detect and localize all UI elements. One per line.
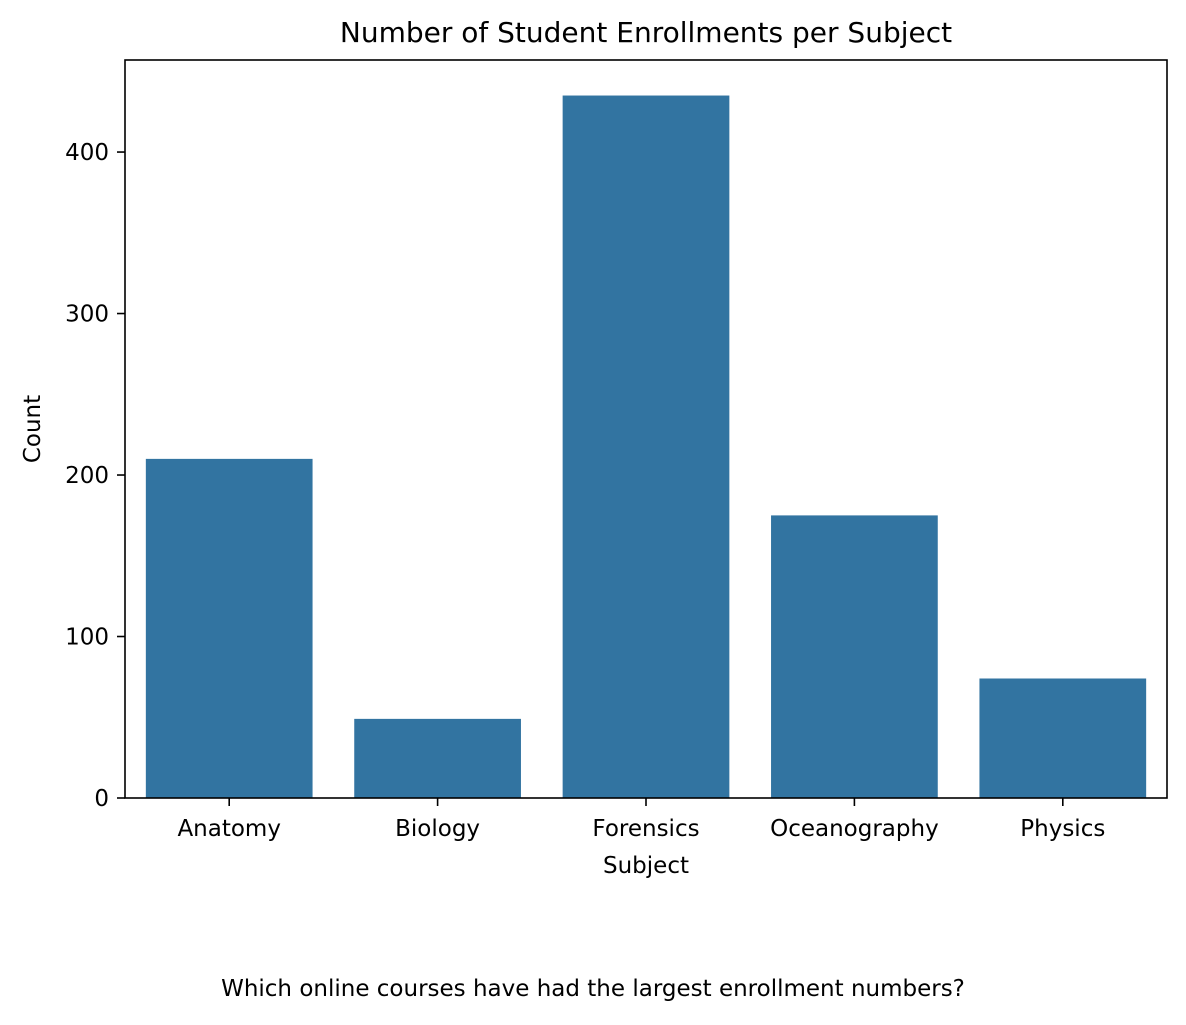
x-tick-label: Anatomy (177, 816, 281, 842)
bar-chart: Number of Student Enrollments per Subjec… (20, 16, 1168, 879)
y-tick-label: 300 (65, 302, 109, 328)
bar-anatomy (145, 458, 313, 798)
x-tick-label: Biology (395, 816, 480, 842)
x-tick-label: Physics (1020, 816, 1105, 842)
bar-physics (979, 678, 1147, 798)
x-axis-label: Subject (603, 853, 689, 879)
x-tick-label: Forensics (592, 816, 699, 842)
y-axis-ticks: 0 100 200 300 400 (65, 140, 125, 812)
y-tick-label: 200 (65, 463, 109, 489)
x-axis-ticks: Anatomy Biology Forensics Oceanography Physi… (177, 798, 1105, 842)
bars-group (145, 95, 1147, 799)
y-axis-label: Count (20, 395, 46, 463)
bar-forensics (562, 95, 730, 799)
x-tick-label: Oceanography (770, 816, 939, 842)
y-tick-label: 0 (94, 786, 109, 812)
y-tick-label: 100 (65, 625, 109, 651)
question-caption: Which online courses have had the larges… (221, 976, 965, 1002)
bar-oceanography (771, 515, 938, 798)
y-tick-label: 400 (65, 140, 109, 166)
chart-title: Number of Student Enrollments per Subjec… (340, 16, 952, 49)
bar-biology (354, 718, 521, 798)
